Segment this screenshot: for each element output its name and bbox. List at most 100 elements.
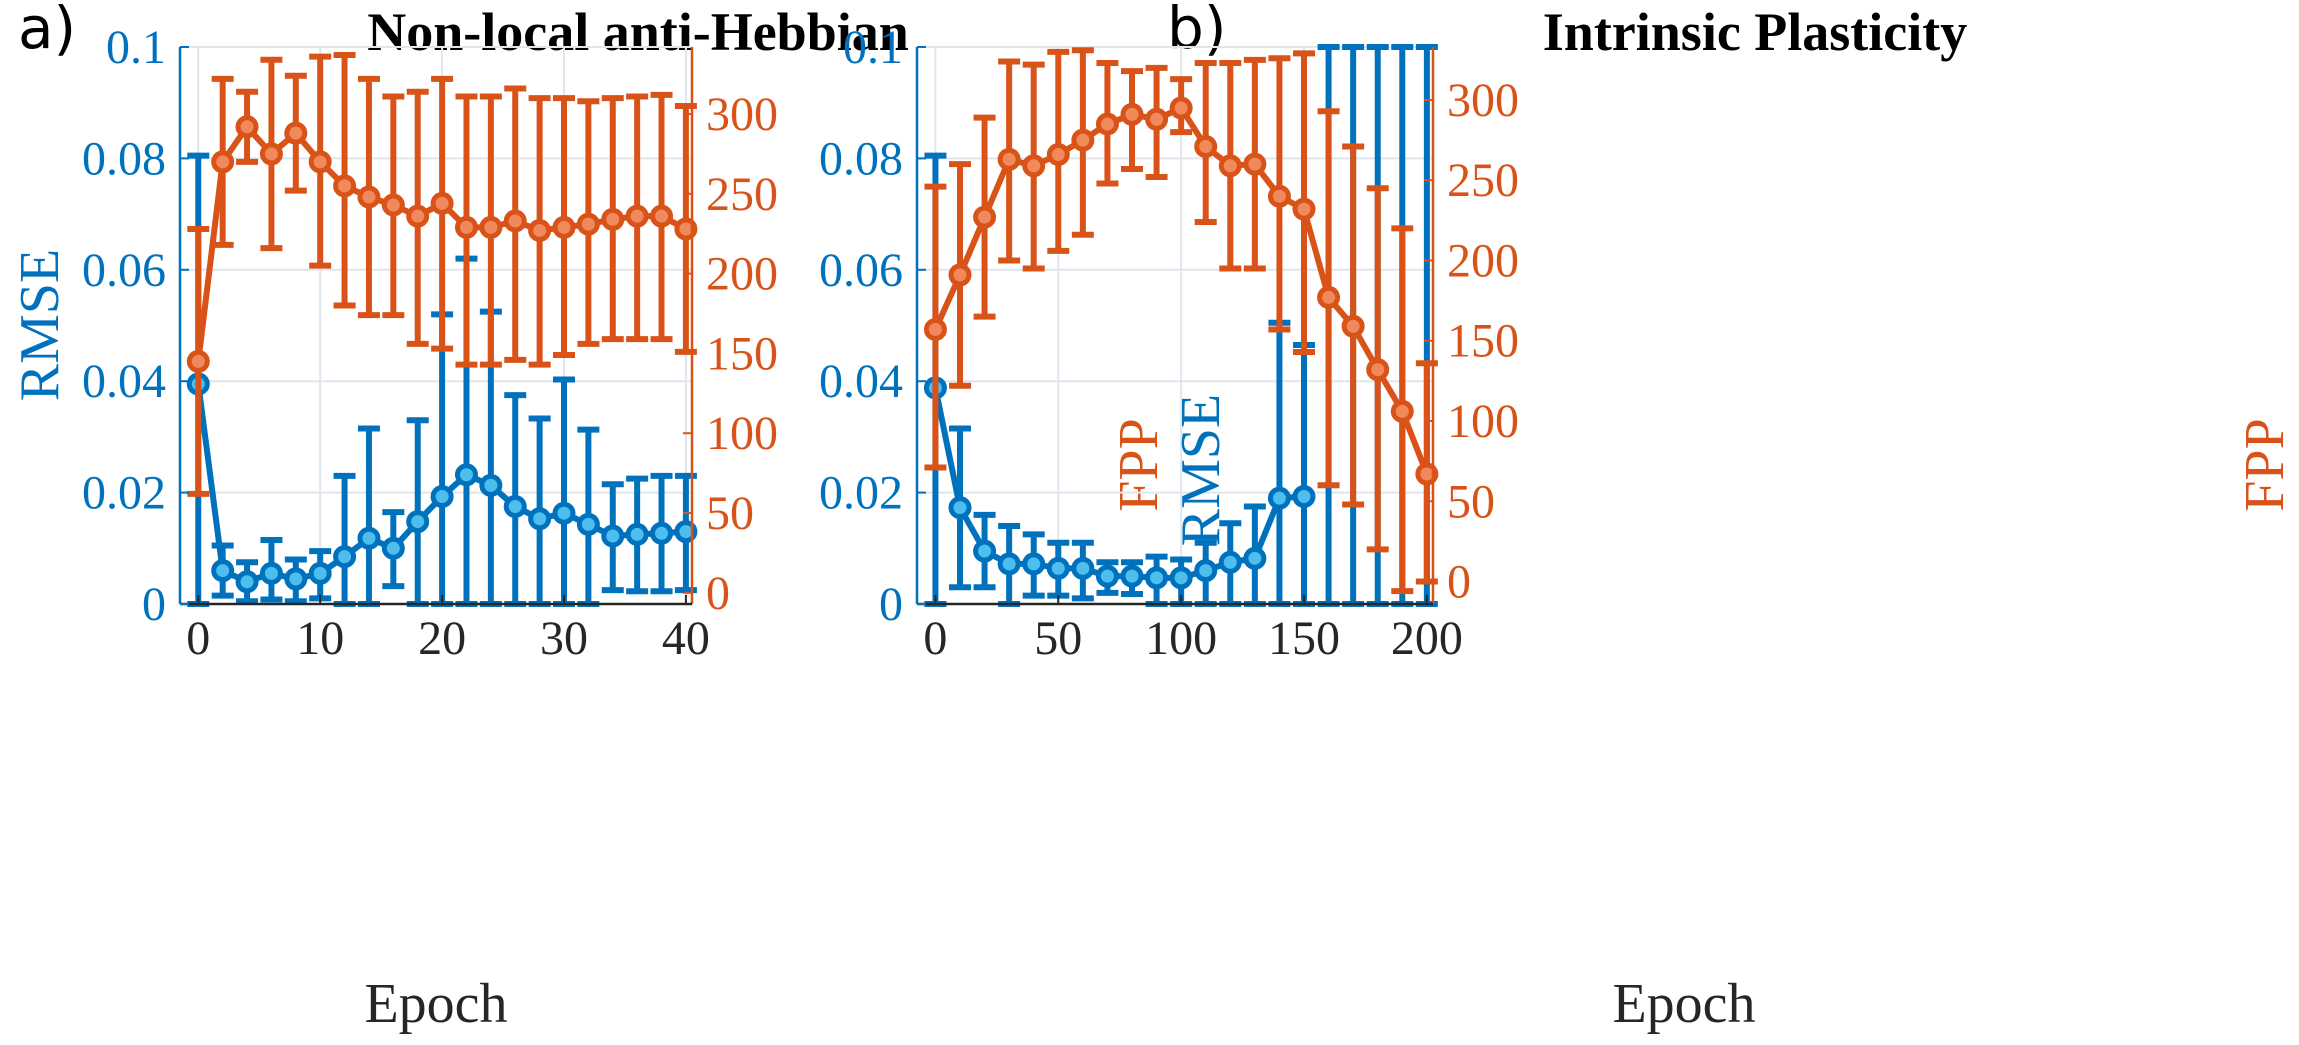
rmse-point (503, 495, 527, 519)
fpp-point (406, 204, 430, 228)
panel-a: a) Non-local anti-Hebbian 0 10 20 30 4000.02… (9, 0, 1170, 1035)
fpp-point (1341, 314, 1365, 338)
panel-b: b) Intrinsic Plasticity 0 50 100 150 20000.0… (819, 0, 2296, 1035)
fpp-point (650, 204, 674, 228)
fpp-point (1194, 135, 1218, 159)
rmse-point (1194, 559, 1218, 583)
panel-a-letter: a) (18, 0, 76, 62)
y-right-tick-label: 150 (706, 327, 778, 380)
rmse-point (1267, 486, 1291, 510)
rmse-point (381, 536, 405, 560)
fpp-point (1095, 112, 1119, 136)
y-right-tick-label: 300 (1447, 74, 1519, 127)
rmse-point (601, 524, 625, 548)
fpp-point (1390, 399, 1414, 423)
y-right-tick-label: 200 (706, 248, 778, 301)
rmse-point (997, 552, 1021, 576)
fpp-point (601, 207, 625, 231)
fpp-point (454, 215, 478, 239)
fpp-point (973, 205, 997, 229)
y-left-tick-label: 0.06 (819, 244, 903, 297)
fpp-point (235, 115, 259, 139)
y-right-tick-label: 300 (706, 88, 778, 141)
y-right-tick-label: 150 (1447, 315, 1519, 368)
fpp-point (1169, 96, 1193, 120)
fpp-point (1267, 184, 1291, 208)
rmse-point (973, 539, 997, 563)
fpp-point (1071, 128, 1095, 152)
fpp-point (1243, 152, 1267, 176)
panel-b-letter: b) (1167, 0, 1226, 62)
rmse-point (454, 463, 478, 487)
y-left-tick-label: 0.1 (843, 21, 903, 74)
y-right-tick-label: 0 (1447, 556, 1471, 609)
rmse-point (1292, 484, 1316, 508)
panel-a-axes: 0 10 20 30 4000.020.040.060.080.105010015020… (82, 21, 778, 665)
rmse-point (948, 496, 972, 520)
fpp-point (1317, 285, 1341, 309)
rmse-point (528, 507, 552, 531)
fpp-point (503, 209, 527, 233)
x-tick-label: 150 (1268, 612, 1340, 665)
y-left-tick-label: 0.06 (82, 244, 166, 297)
y-left-tick-label: 0 (142, 578, 166, 631)
fpp-point (479, 215, 503, 239)
fpp-point (674, 217, 698, 241)
panel-b-title: Intrinsic Plasticity (1543, 2, 1967, 62)
rmse-point (552, 501, 576, 525)
fpp-point (576, 212, 600, 236)
panel-a-series (186, 51, 698, 607)
y-right-tick-label: 200 (1447, 234, 1519, 287)
x-tick-label: 100 (1145, 612, 1217, 665)
fpp-point (259, 142, 283, 166)
y-left-tick-label: 0.04 (819, 355, 903, 408)
fpp-point (1366, 358, 1390, 382)
fpp-point (552, 215, 576, 239)
fpp-point (381, 193, 405, 217)
rmse-point (430, 484, 454, 508)
fpp-point (948, 263, 972, 287)
fpp-point (1046, 143, 1070, 167)
fpp-point (308, 150, 332, 174)
y-right-tick-label: 0 (706, 567, 730, 620)
fpp-point (1120, 102, 1144, 126)
y-left-tick-label: 0 (879, 578, 903, 631)
panel-a-xlabel: Epoch (364, 973, 507, 1035)
x-tick-label: 10 (296, 612, 344, 665)
fpp-point (333, 174, 357, 198)
y-left-tick-label: 0.08 (82, 132, 166, 185)
fpp-point (997, 147, 1021, 171)
y-left-tick-label: 0.04 (82, 355, 166, 408)
x-tick-label: 30 (540, 612, 588, 665)
rmse-point (650, 521, 674, 545)
x-tick-label: 0 (186, 612, 210, 665)
rmse-point (1095, 564, 1119, 588)
fpp-point (357, 185, 381, 209)
y-right-tick-label: 100 (706, 407, 778, 460)
fpp-point (923, 318, 947, 342)
rmse-point (406, 510, 430, 534)
rmse-point (625, 522, 649, 546)
rmse-point (1071, 556, 1095, 580)
y-right-tick-label: 50 (1447, 475, 1495, 528)
panel-b-axes: 0 50 100 150 20000.020.040.060.080.105010015… (819, 21, 1519, 665)
y-right-tick-label: 50 (706, 487, 754, 540)
y-left-tick-label: 0.1 (106, 21, 166, 74)
y-left-tick-label: 0.08 (819, 132, 903, 185)
x-tick-label: 200 (1391, 612, 1463, 665)
x-tick-label: 20 (418, 612, 466, 665)
panel-a-ylabel-fpp: FPP (1108, 418, 1170, 511)
fpp-point (1022, 154, 1046, 178)
rmse-point (1243, 546, 1267, 570)
rmse-point (1218, 550, 1242, 574)
rmse-point (284, 567, 308, 591)
panel-b-xlabel: Epoch (1612, 973, 1755, 1035)
rmse-point (235, 570, 259, 594)
rmse-point (211, 559, 235, 583)
fpp-point (211, 150, 235, 174)
x-tick-label: 0 (923, 612, 947, 665)
x-tick-label: 50 (1034, 612, 1082, 665)
fpp-point (186, 349, 210, 373)
rmse-point (259, 561, 283, 585)
